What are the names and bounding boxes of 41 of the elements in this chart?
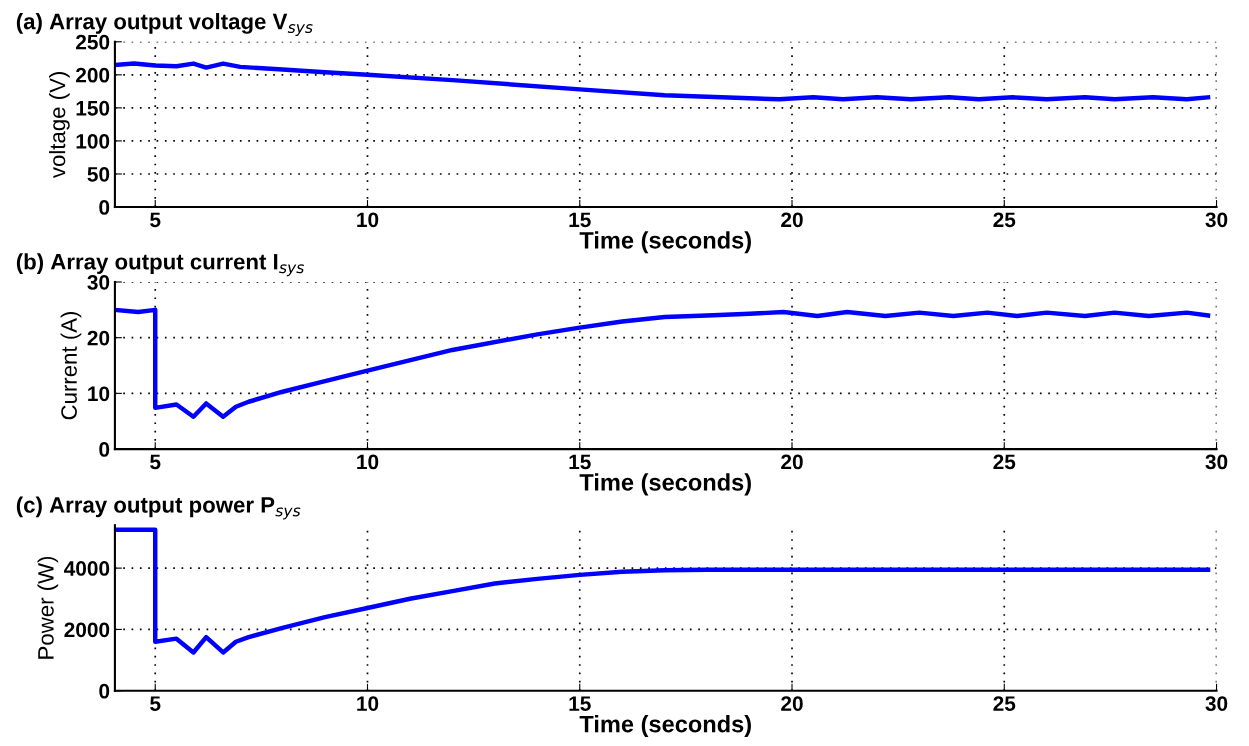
y-tick-label: 100 [76,133,110,149]
y-tick-label: 0 [99,442,110,457]
x-tick-label: 20 [781,454,803,470]
y-tick-label: 50 [87,166,110,182]
y-axis-title: Power (W) [37,556,59,659]
x-tick-label: 10 [357,212,379,228]
y-axis-title: voltage (V) [49,72,70,179]
x-tick-label: 5 [150,696,161,711]
x-tick-label: 30 [1205,454,1228,470]
x-tick-label: 30 [1205,212,1228,228]
y-tick-label: 10 [88,386,110,402]
x-tick-label: 15 [569,212,591,228]
x-tick-label: 25 [993,696,1016,711]
x-axis-title: Time (seconds) [579,715,751,738]
chart-title: (c) Array output power P$_{sys}$ [16,496,301,520]
y-tick-label: 250 [76,34,110,50]
x-tick-label: 10 [357,454,379,470]
x-tick-label: 25 [993,212,1016,228]
y-tick-label: 20 [87,330,110,346]
y-tick-label: 2000 [64,622,110,638]
y-tick-label: 200 [76,67,110,83]
y-axis-title: Current (A) [60,311,82,420]
x-tick-label: 30 [1205,696,1228,711]
x-axis-title: Time (seconds) [579,231,751,254]
x-tick-label: 15 [569,454,591,470]
x-tick-label: 5 [150,454,161,470]
x-tick-label: 10 [357,696,379,711]
x-tick-label: 20 [781,696,803,711]
x-axis-title: Time (seconds) [579,473,751,496]
line-series [114,61,1211,102]
x-tick-label: 25 [993,454,1016,470]
line-series [114,307,1211,420]
x-tick-label: 15 [569,696,591,711]
y-tick-label: 150 [76,100,110,116]
y-tick-label: 4000 [64,561,110,576]
y-tick-label: 30 [87,274,110,290]
x-tick-label: 20 [781,212,803,228]
y-tick-label: 0 [99,200,110,215]
x-tick-label: 5 [150,212,161,228]
y-tick-label: 0 [99,683,110,699]
line-series [114,527,1211,655]
